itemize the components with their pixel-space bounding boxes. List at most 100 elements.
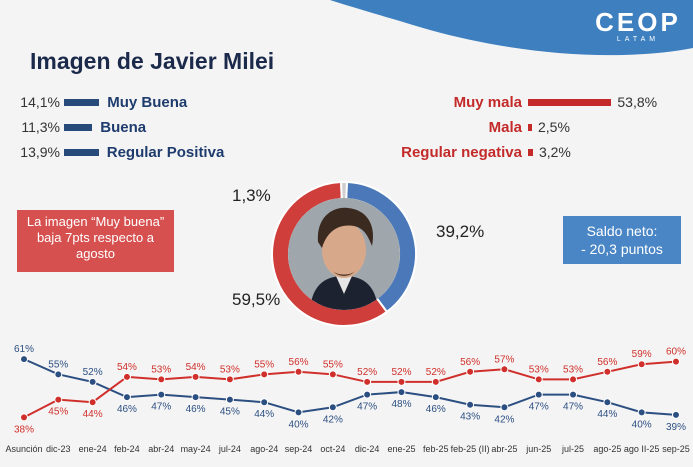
x-tick-label: ene-24 xyxy=(79,444,107,454)
data-point xyxy=(20,355,28,364)
data-point xyxy=(466,367,475,376)
data-point xyxy=(191,372,200,381)
data-point xyxy=(500,403,509,412)
pie-label-red: 59,5% xyxy=(232,290,281,309)
x-tick-label: ene-25 xyxy=(387,444,415,454)
x-tick-label: abr-24 xyxy=(148,444,174,454)
x-tick-label: may-24 xyxy=(181,444,211,454)
negative-bar xyxy=(528,148,533,156)
data-point xyxy=(500,365,509,374)
data-point xyxy=(157,375,166,384)
data-label: 40% xyxy=(289,419,309,430)
data-label: 39% xyxy=(666,422,686,433)
negative-bar xyxy=(528,98,612,106)
pie-slice xyxy=(340,181,348,201)
saldo-neto-label: Saldo neto: xyxy=(586,223,658,239)
positive-pct: 11,3% xyxy=(21,119,60,135)
data-label: 45% xyxy=(48,407,68,418)
saldo-neto-value: - 20,3 puntos xyxy=(581,241,663,257)
pie-label-gray: 1,3% xyxy=(232,186,271,205)
data-point xyxy=(328,370,337,379)
data-label: 46% xyxy=(117,404,137,415)
x-tick-label: sep-25 xyxy=(662,444,690,454)
data-label: 40% xyxy=(632,419,652,430)
data-point xyxy=(88,398,97,407)
x-tick-label: feb-25 xyxy=(423,444,449,454)
data-label: 44% xyxy=(254,409,274,420)
data-label: 44% xyxy=(597,409,617,420)
data-point xyxy=(54,395,63,404)
data-point xyxy=(363,390,372,399)
data-point xyxy=(225,375,234,384)
data-point xyxy=(260,398,269,407)
data-point xyxy=(672,410,680,419)
positive-pct: 13,9% xyxy=(20,144,60,160)
data-label: 38% xyxy=(14,424,34,435)
data-label: 52% xyxy=(391,367,411,378)
data-point xyxy=(122,393,131,402)
data-point xyxy=(191,393,200,402)
series-line xyxy=(23,358,677,416)
data-label: 52% xyxy=(426,367,446,378)
data-point xyxy=(157,390,166,399)
data-label: 42% xyxy=(323,414,343,425)
page-title: Imagen de Javier Milei xyxy=(30,48,275,74)
data-label: 47% xyxy=(529,402,549,413)
negative-label: Regular negativa xyxy=(401,143,522,161)
data-label: 56% xyxy=(460,357,480,368)
series-line xyxy=(23,360,677,419)
data-label: 47% xyxy=(151,402,171,413)
data-label: 52% xyxy=(357,367,377,378)
data-label: 53% xyxy=(563,364,583,375)
x-tick-label: sep-24 xyxy=(285,444,313,454)
muy-buena-callout: La imagen “Muy buena” baja 7pts respecto… xyxy=(17,210,174,272)
data-point xyxy=(637,408,646,417)
ceop-logo: CEOP LATAM xyxy=(595,7,681,43)
data-label: 43% xyxy=(460,412,480,423)
negative-row: Muy mala 53,8% xyxy=(340,92,657,112)
data-label: 59% xyxy=(632,349,652,360)
positive-bar xyxy=(64,123,93,131)
data-point xyxy=(431,377,440,386)
data-label: 54% xyxy=(117,362,137,373)
x-tick-label: feb-24 xyxy=(114,444,140,454)
positive-bar xyxy=(64,98,100,106)
data-label: 47% xyxy=(357,402,377,413)
x-tick-label: ago-24 xyxy=(250,444,278,454)
data-label: 56% xyxy=(289,357,309,368)
trend-line-chart: 61% 55% 52% 46% 47% 46% 45% 44% 40% 42% 47% 48% 46% 4… xyxy=(5,344,690,454)
data-label: 57% xyxy=(494,354,514,365)
positive-label: Buena xyxy=(100,118,147,136)
data-point xyxy=(569,375,578,384)
data-point xyxy=(54,370,63,379)
data-point xyxy=(260,370,269,379)
data-label: 55% xyxy=(323,359,343,370)
x-tick-label: jul-24 xyxy=(218,444,241,454)
positive-row: 13,9% Regular Positiva xyxy=(0,142,224,162)
data-point xyxy=(397,388,406,397)
data-point xyxy=(225,395,234,404)
x-tick-label: jun-25 xyxy=(525,444,551,454)
data-point xyxy=(603,367,612,376)
data-label: 60% xyxy=(666,347,686,358)
x-tick-label: ago-25 xyxy=(593,444,621,454)
data-label: 55% xyxy=(48,359,68,370)
data-point xyxy=(603,398,612,407)
data-label: 48% xyxy=(391,399,411,410)
data-point xyxy=(328,403,337,412)
positive-bar xyxy=(64,148,99,156)
data-point xyxy=(534,390,543,399)
milei-portrait xyxy=(288,198,400,310)
data-label: 53% xyxy=(151,364,171,375)
data-label: 61% xyxy=(14,344,34,355)
data-point xyxy=(637,360,646,369)
data-point xyxy=(466,400,475,409)
x-tick-label: oct-24 xyxy=(320,444,345,454)
negative-pct: 53,8% xyxy=(617,94,658,110)
data-label: 46% xyxy=(426,404,446,415)
data-label: 56% xyxy=(597,357,617,368)
data-label: 46% xyxy=(186,404,206,415)
data-label: 44% xyxy=(83,409,103,420)
negative-bar xyxy=(528,123,532,131)
data-label: 53% xyxy=(220,364,240,375)
